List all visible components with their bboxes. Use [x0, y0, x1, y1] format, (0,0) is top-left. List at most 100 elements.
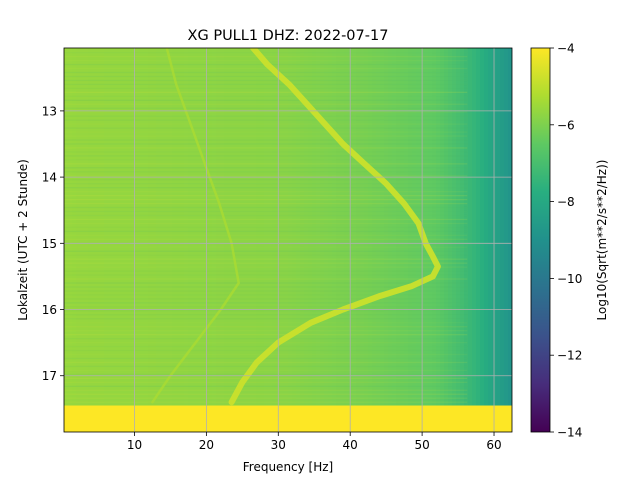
- time-stripe: [64, 298, 468, 300]
- time-stripe: [64, 87, 468, 90]
- time-stripe: [64, 389, 468, 391]
- background-column: [184, 48, 189, 432]
- background-column: [100, 48, 105, 432]
- time-stripe: [64, 75, 468, 78]
- background-column: [112, 48, 117, 432]
- background-column: [120, 48, 125, 432]
- background-column: [200, 48, 205, 432]
- background-column: [408, 48, 413, 432]
- time-stripe: [64, 361, 468, 364]
- time-stripe: [64, 337, 468, 340]
- grid-lines: [64, 48, 512, 432]
- time-stripe: [64, 159, 468, 161]
- background-column: [412, 48, 417, 432]
- time-stripe: [64, 357, 468, 360]
- background-column: [64, 48, 69, 432]
- y-tick-label: 14: [42, 171, 57, 185]
- background-column: [96, 48, 101, 432]
- time-stripe: [64, 254, 468, 256]
- time-stripe: [64, 175, 468, 177]
- background-column: [196, 48, 201, 432]
- time-stripe: [64, 345, 468, 348]
- time-stripe: [64, 155, 468, 157]
- time-stripe: [64, 326, 468, 328]
- time-stripe: [64, 246, 468, 248]
- background-column: [464, 48, 469, 432]
- background-column: [124, 48, 129, 432]
- background-column: [176, 48, 181, 432]
- background-column: [168, 48, 173, 432]
- time-stripe: [64, 179, 468, 181]
- colorbar-tick-label: −4: [557, 42, 575, 56]
- time-stripe: [64, 341, 468, 344]
- background-column: [164, 48, 169, 432]
- time-stripe: [64, 147, 468, 149]
- time-stripe: [64, 171, 468, 173]
- background-column: [68, 48, 73, 432]
- time-stripe: [64, 183, 468, 185]
- background-column: [268, 48, 273, 432]
- time-stripe: [64, 163, 468, 165]
- background-column: [388, 48, 393, 432]
- time-stripe: [64, 266, 468, 268]
- time-stripe: [64, 381, 468, 383]
- background-column: [460, 48, 465, 432]
- saturated-band-fill: [64, 405, 512, 432]
- background-column: [76, 48, 81, 432]
- background-column: [260, 48, 265, 432]
- background-column: [368, 48, 373, 432]
- time-stripe: [64, 274, 468, 276]
- time-stripe: [64, 226, 468, 229]
- background-column: [232, 48, 237, 432]
- background-column: [224, 48, 229, 432]
- y-tick-label: 13: [42, 104, 57, 118]
- time-stripe: [64, 282, 468, 284]
- background-column: [236, 48, 241, 432]
- background-column: [404, 48, 409, 432]
- background-column: [244, 48, 249, 432]
- time-stripe: [64, 258, 468, 260]
- y-tick-label: 15: [42, 237, 57, 251]
- background-column: [392, 48, 397, 432]
- colorbar-tick-label: −12: [557, 349, 582, 363]
- time-stripe: [64, 111, 468, 113]
- background-column: [72, 48, 77, 432]
- colorbar-tick-label: −6: [557, 118, 575, 132]
- time-stripe: [64, 202, 468, 205]
- background-column: [364, 48, 369, 432]
- time-stripe: [64, 123, 468, 125]
- background-column: [240, 48, 245, 432]
- background-column: [300, 48, 305, 432]
- background-column: [304, 48, 309, 432]
- background-column: [160, 48, 165, 432]
- background-column: [84, 48, 89, 432]
- time-stripe: [64, 99, 468, 101]
- background-column: [92, 48, 97, 432]
- colorbar-tick-label: −10: [557, 272, 582, 286]
- time-stripe: [64, 107, 468, 109]
- background-column: [296, 48, 301, 432]
- background-column: [480, 48, 485, 432]
- time-stripe: [64, 222, 468, 225]
- background-column: [308, 48, 313, 432]
- time-stripe: [64, 310, 468, 312]
- background-column: [316, 48, 321, 432]
- background-column: [384, 48, 389, 432]
- x-tick-label: 30: [271, 438, 286, 452]
- plot-area: [64, 48, 512, 432]
- background-column: [288, 48, 293, 432]
- background-column: [216, 48, 221, 432]
- time-stripe: [64, 95, 468, 97]
- background-column: [156, 48, 161, 432]
- background-column: [212, 48, 217, 432]
- background-column: [336, 48, 341, 432]
- background-column: [440, 48, 445, 432]
- background-column: [280, 48, 285, 432]
- background-column: [400, 48, 405, 432]
- background-column: [328, 48, 333, 432]
- background-column: [448, 48, 453, 432]
- time-stripe: [64, 369, 468, 372]
- time-stripe: [64, 365, 468, 368]
- time-stripe: [64, 83, 468, 86]
- background-column: [428, 48, 433, 432]
